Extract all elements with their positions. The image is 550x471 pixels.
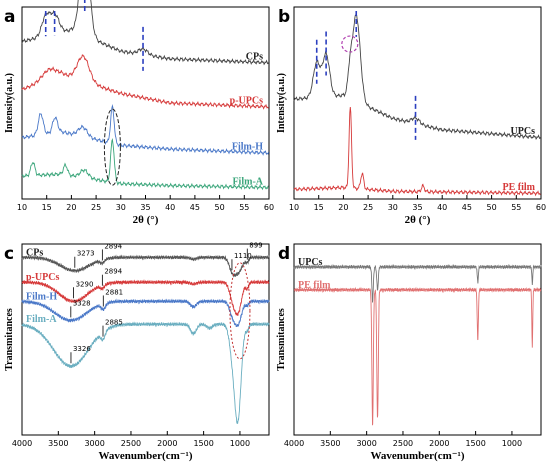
band-label: 3273 [77,250,95,258]
x-tick-label: 20 [338,203,348,212]
x-tick-label: 40 [437,203,447,212]
x-tick-label: 10 [289,203,299,212]
plot-frame [293,243,542,436]
band-label: 2881 [105,288,123,296]
x-tick-label: 10 [17,203,27,212]
x-tick-label: 1500 [193,439,213,448]
band-label: 3290 [76,280,94,288]
x-tick-label: 30 [116,203,126,212]
x-tick-label: 2500 [393,439,413,448]
x-tick-label: 3500 [320,439,340,448]
highlight-circle [341,35,359,53]
series-line-cps [21,0,269,66]
highlight-ellipse [103,108,121,186]
band-label: 1110 [234,252,252,260]
x-tick-label: 3500 [48,439,68,448]
x-tick-label: 3000 [84,439,104,448]
series-line-pe-film [293,286,542,426]
x-tick-label: 4000 [12,439,32,448]
x-tick-label: 2000 [429,439,449,448]
band-label: 2894 [104,242,122,250]
plot-frame [21,243,270,436]
panel-d: d 4000 3500 3000 2500 2000 1500 1000 Wavenumber(… [276,243,542,462]
x-tick-label: 15 [42,203,52,212]
series-label: CPs [246,51,263,62]
series-line-upcs [293,263,542,303]
band-label: 3328 [73,299,91,307]
x-axis-label: 2θ (°) [133,214,159,226]
x-tick-label: 1000 [502,439,522,448]
x-tick-label: 45 [462,203,472,212]
band-label: 2894 [104,268,122,276]
x-tick-label: 20 [66,203,76,212]
series-line-film-h [21,104,269,156]
x-tick-label: 25 [91,203,101,212]
series-line-film-a [21,321,270,424]
x-axis-label: Wavenumber(cm⁻¹) [98,450,192,462]
panel-b: b 10 15 20 25 30 35 40 45 50 55 60 2θ (°) Intensity(a… [276,6,546,226]
series-line-film-h [21,298,270,328]
x-tick-label: 2000 [157,439,177,448]
y-axis-label: Transmitances [276,308,287,371]
series-label: Film-H [232,142,263,153]
series-label: p-UPCs [26,272,59,283]
series-line-film-a [21,137,269,191]
series-label: UPCs [298,257,323,268]
series-line-cps [21,254,270,278]
panel-c: c 4000 3500 3000 2500 2000 1500 1000 Wavenumber(… [4,242,270,462]
x-tick-label: 60 [264,203,274,212]
x-tick-label: 35 [412,203,422,212]
panel-a: a 10 15 20 25 30 35 40 45 50 55 60 2θ (°) Intensity(a… [4,0,274,226]
band-label: 899 [249,242,262,250]
x-tick-label: 45 [190,203,200,212]
x-tick-label: 60 [536,203,546,212]
series-label: Film-A [26,314,57,325]
series-label: Film-A [232,176,263,187]
series-label: PE film [298,280,331,291]
series-line-pe-film [293,107,541,197]
x-tick-label: 2500 [121,439,141,448]
series-label: UPCs [511,126,536,137]
panel-letter: a [4,7,15,27]
x-tick-label: 1500 [465,439,485,448]
band-label: 2885 [105,319,123,327]
x-tick-label: 1000 [230,439,250,448]
x-tick-label: 55 [239,203,249,212]
x-tick-label: 4000 [284,439,304,448]
series-line-upcs [293,13,541,141]
x-tick-label: 3000 [356,439,376,448]
x-tick-label: 35 [140,203,150,212]
y-axis-label: Transmitances [4,308,15,371]
x-tick-label: 50 [215,203,225,212]
panel-letter: d [278,244,290,264]
series-label: p-UPCs [230,95,263,106]
series-label: CPs [26,247,43,258]
x-axis-label: Wavenumber(cm⁻¹) [370,450,464,462]
panel-letter: c [4,244,14,264]
x-axis-label: 2θ (°) [405,214,431,226]
series-line-p-upcs [21,279,270,316]
series-line-p-upcs [21,54,269,110]
x-tick-label: 55 [511,203,521,212]
x-tick-label: 40 [165,203,175,212]
y-axis-label: Intensity(a.u.) [276,73,287,133]
x-tick-label: 25 [363,203,373,212]
highlight-ellipse [229,262,251,360]
x-tick-label: 15 [314,203,324,212]
band-label: 3326 [73,345,91,353]
series-label: PE film [503,182,536,193]
x-tick-label: 50 [487,203,497,212]
y-axis-label: Intensity(a.u.) [4,73,15,133]
panel-letter: b [278,7,290,27]
series-label: Film-H [26,291,57,302]
x-tick-label: 30 [388,203,398,212]
